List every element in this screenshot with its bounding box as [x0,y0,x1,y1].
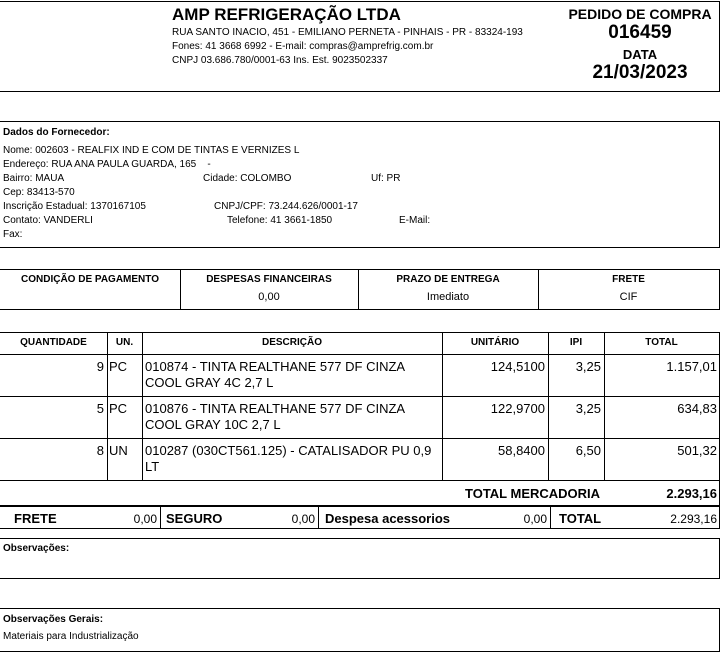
delivery-term-value: Imediato [426,291,470,303]
col-descricao: DESCRIÇÃO [261,337,322,348]
total-value: 2.293,16 [670,512,717,526]
table-rule [0,396,720,397]
table-column-rule [548,332,549,480]
terms-divider [538,269,539,310]
frete-value: 0,00 [133,512,157,526]
item-ipi: 6,50 [575,443,601,458]
item-qty: 8 [96,443,104,458]
summary-rule [0,528,720,529]
table-column-rule [142,332,143,480]
despesa-value: 0,00 [523,512,547,526]
company-cnpj: CNPJ 03.686.780/0001-63 Ins. Est. 902350… [172,55,388,66]
observacoes-box [0,538,720,579]
col-ipi: IPI [569,337,583,348]
total-mercadoria-value: 2.293,16 [666,486,717,501]
observacoes-gerais-value: Materiais para Industrialização [3,631,139,642]
table-rule [0,354,720,355]
seguro-value: 0,00 [291,512,315,526]
table-rule [0,505,720,507]
freight-label: FRETE [612,274,645,285]
col-total: TOTAL [645,337,678,348]
company-contact: Fones: 41 3668 6992 - E-mail: compras@am… [172,41,434,52]
supplier-cidade: Cidade: COLOMBO [203,173,292,184]
terms-divider [180,269,181,310]
table-column-rule [442,332,443,480]
observacoes-gerais-box [0,608,720,652]
col-quantidade: QUANTIDADE [20,337,87,348]
supplier-email: E-Mail: [399,215,431,226]
supplier-contato: Contato: VANDERLI [3,215,93,226]
order-title: PEDIDO DE COMPRA [568,6,712,22]
payment-condition-label: CONDIÇÃO DE PAGAMENTO [21,274,159,285]
supplier-telefone: Telefone: 41 3661-1850 [227,215,333,226]
item-unit: 124,5100 [490,359,545,374]
supplier-cnpj: CNPJ/CPF: 73.244.626/0001-17 [214,201,358,212]
despesa-label: Despesa acessorios [325,511,451,526]
table-rule [0,438,720,439]
item-total: 634,83 [677,401,717,416]
item-un: PC [109,359,128,374]
date-label: DATA [622,47,658,62]
financial-expenses-label: DESPESAS FINANCEIRAS [206,274,332,285]
item-desc: 010876 - TINTA REALTHANE 577 DF CINZA CO… [145,401,405,432]
supplier-uf: Uf: PR [371,173,401,184]
company-address: RUA SANTO INACIO, 451 - EMILIANO PERNETA… [172,27,523,38]
freight-value: CIF [619,291,638,303]
supplier-fax: Fax: [3,229,23,240]
item-un: UN [109,443,128,458]
frete-label: FRETE [14,511,57,526]
supplier-bairro: Bairro: MAUA [3,173,65,184]
item-ipi: 3,25 [575,401,601,416]
observacoes-label: Observações: [3,543,70,554]
order-date: 21/03/2023 [592,62,688,83]
supplier-nome: Nome: 002603 - REALFIX IND E COM DE TINT… [3,145,300,156]
summary-divider [160,507,161,528]
delivery-term-label: PRAZO DE ENTREGA [396,274,500,285]
item-ipi: 3,25 [575,359,601,374]
item-total: 501,32 [677,443,717,458]
terms-divider [358,269,359,310]
summary-divider [550,507,551,528]
table-rule [0,480,720,481]
order-number: 016459 [608,22,672,43]
col-unitario: UNITÁRIO [470,337,520,348]
table-column-rule [107,332,108,480]
supplier-box [0,121,720,248]
item-unit: 122,9700 [490,401,545,416]
item-total: 1.157,01 [666,359,717,374]
company-name: AMP REFRIGERAÇÃO LTDA [172,5,401,24]
supplier-cep: Cep: 83413-570 [3,187,75,198]
item-desc: 010287 (030CT561.125) - CATALISADOR PU 0… [145,443,432,474]
supplier-heading: Dados do Fornecedor: [3,127,110,138]
observacoes-gerais-label: Observações Gerais: [3,614,104,625]
summary-divider [318,507,319,528]
total-mercadoria-label: TOTAL MERCADORIA [465,486,601,501]
item-qty: 9 [96,359,104,374]
table-column-rule [604,332,605,480]
supplier-ie: Inscrição Estadual: 1370167105 [3,201,146,212]
table-rule [0,332,720,333]
col-un: UN. [115,337,134,348]
item-desc: 010874 - TINTA REALTHANE 577 DF CINZA CO… [145,359,405,390]
total-label: TOTAL [559,511,602,526]
header-top-rule [0,1,720,2]
supplier-endereco: Endereço: RUA ANA PAULA GUARDA, 165 - [3,159,211,170]
item-qty: 5 [96,401,104,416]
seguro-label: SEGURO [166,511,223,526]
item-un: PC [109,401,128,416]
header-bottom-rule [0,91,720,92]
financial-expenses-value: 0,00 [258,291,280,303]
item-unit: 58,8400 [498,443,545,458]
